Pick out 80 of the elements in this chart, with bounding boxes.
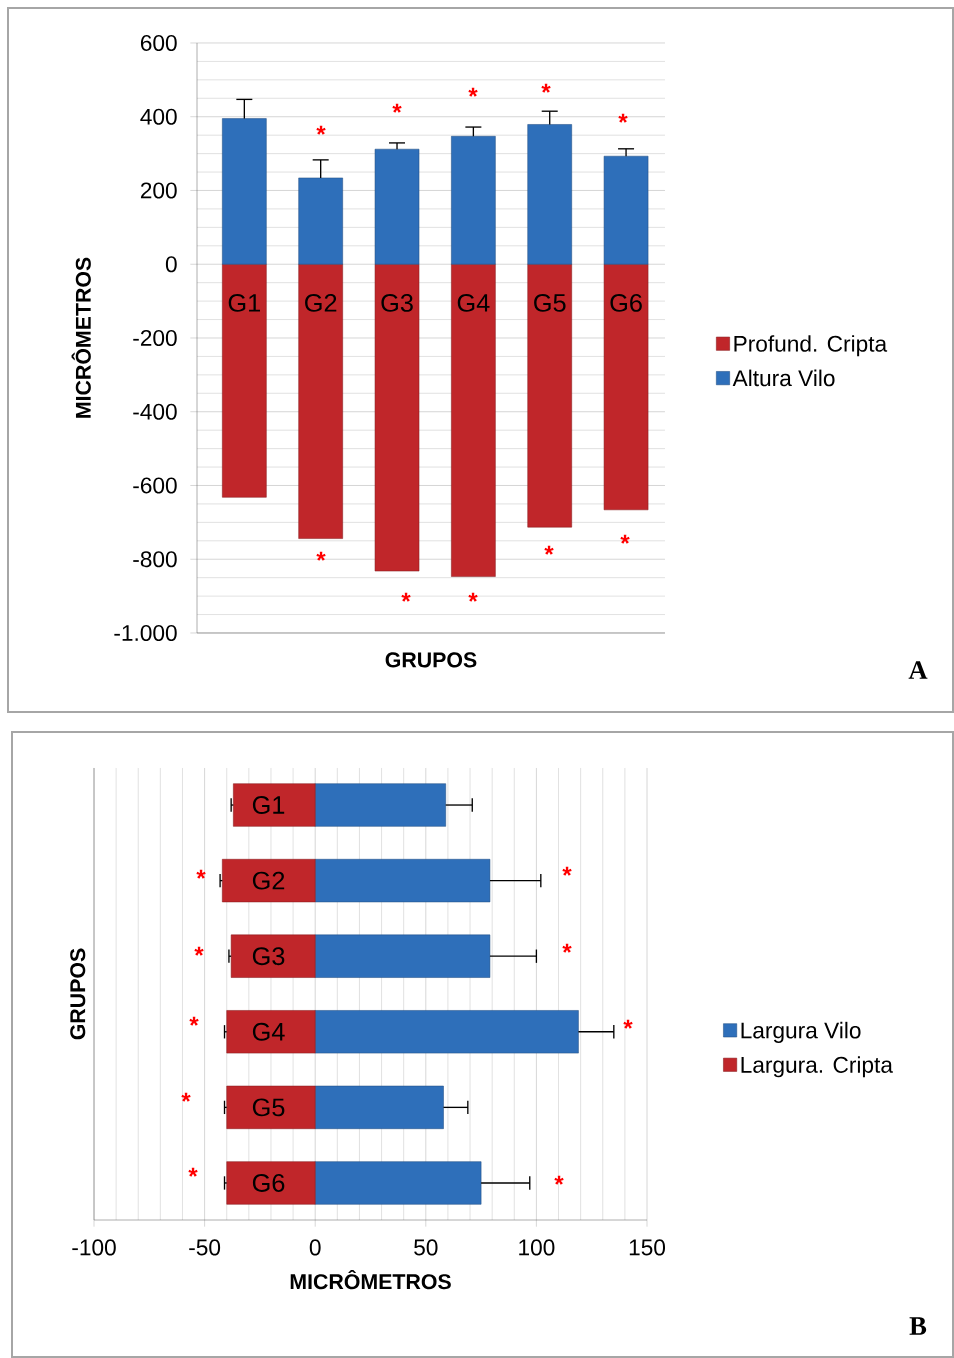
x-tick-label: G5 bbox=[534, 293, 566, 312]
bar bbox=[226, 1161, 316, 1205]
y-tick-label: -200 bbox=[133, 329, 177, 347]
bar bbox=[233, 783, 316, 827]
bar bbox=[451, 263, 496, 577]
bar bbox=[230, 934, 316, 978]
x-tick-label: G1 bbox=[228, 293, 260, 312]
y-tick-label: G2 bbox=[252, 871, 285, 890]
y-tick-label: 400 bbox=[140, 108, 177, 125]
annotation: * bbox=[316, 125, 326, 135]
x-axis-title: MICRÔMETROS bbox=[290, 1269, 451, 1290]
y-tick-label: G4 bbox=[252, 1022, 285, 1041]
bar bbox=[222, 263, 267, 498]
y-tick-label: -400 bbox=[133, 403, 177, 420]
bar bbox=[314, 859, 491, 903]
y-tick-label: 0 bbox=[165, 256, 177, 273]
y-tick-label: G5 bbox=[252, 1098, 285, 1117]
bar bbox=[314, 783, 446, 827]
bar bbox=[298, 177, 343, 265]
annotation: * bbox=[618, 113, 628, 123]
legend-label: Altura Vilo bbox=[732, 369, 835, 387]
x-tick-label: G6 bbox=[610, 293, 642, 312]
y-tick-label: -800 bbox=[133, 551, 177, 568]
bar bbox=[226, 1010, 316, 1054]
y-tick-label: -600 bbox=[133, 477, 177, 494]
y-tick-label: 200 bbox=[140, 182, 177, 199]
annotation: * bbox=[623, 1019, 633, 1029]
annotation: * bbox=[181, 1092, 191, 1102]
bar bbox=[603, 263, 649, 511]
annotation: * bbox=[562, 943, 572, 953]
annotation: * bbox=[194, 946, 204, 956]
bar bbox=[226, 1085, 316, 1129]
legend-label: Largura. Cripta bbox=[741, 1056, 893, 1078]
y-axis-title: GRUPOS bbox=[70, 948, 86, 1040]
text: A bbox=[908, 661, 928, 679]
x-tick-label: 50 bbox=[414, 1239, 438, 1256]
bar bbox=[314, 934, 491, 978]
bar bbox=[527, 263, 572, 528]
annotation: * bbox=[468, 592, 478, 602]
x-tick-label: 150 bbox=[629, 1239, 666, 1256]
legend-label: Largura Vilo bbox=[741, 1021, 861, 1043]
bar bbox=[374, 148, 420, 265]
bar bbox=[314, 1085, 444, 1129]
x-axis-title: GRUPOS bbox=[385, 652, 477, 668]
y-tick-label: G3 bbox=[252, 947, 285, 966]
annotation: * bbox=[316, 551, 326, 561]
bar bbox=[314, 1161, 482, 1205]
x-tick-label: G2 bbox=[305, 293, 337, 312]
y-tick-label: G6 bbox=[252, 1173, 285, 1192]
text: B bbox=[909, 1317, 927, 1335]
y-axis-title: MICRÔMETROS bbox=[71, 257, 91, 418]
y-tick-label: 600 bbox=[140, 34, 177, 52]
bar bbox=[222, 859, 316, 903]
x-tick-label: -100 bbox=[72, 1239, 116, 1256]
annotation: * bbox=[401, 592, 411, 602]
y-tick-label: -1.000 bbox=[114, 624, 177, 642]
x-tick-label: G3 bbox=[381, 293, 413, 312]
x-tick-label: 0 bbox=[309, 1239, 321, 1256]
legend-label: Profund. Cripta bbox=[734, 335, 888, 357]
annotation: * bbox=[189, 1016, 199, 1026]
y-tick-label: G1 bbox=[252, 796, 285, 814]
bar bbox=[451, 136, 496, 265]
annotation: * bbox=[196, 869, 206, 879]
annotation: * bbox=[188, 1167, 198, 1177]
bar bbox=[222, 118, 267, 265]
annotation: * bbox=[554, 1175, 564, 1185]
annotation: * bbox=[392, 103, 402, 113]
x-tick-label: G4 bbox=[457, 293, 490, 312]
annotation: * bbox=[541, 83, 551, 93]
bar bbox=[314, 1010, 579, 1054]
bar bbox=[374, 263, 420, 572]
annotation: * bbox=[620, 534, 630, 544]
x-tick-label: -50 bbox=[189, 1239, 221, 1256]
bar bbox=[527, 124, 572, 265]
annotation: * bbox=[562, 866, 572, 876]
bar bbox=[298, 263, 343, 539]
x-tick-label: 100 bbox=[519, 1239, 555, 1256]
annotation: * bbox=[544, 545, 554, 555]
bar bbox=[603, 155, 649, 265]
annotation: * bbox=[468, 87, 478, 97]
